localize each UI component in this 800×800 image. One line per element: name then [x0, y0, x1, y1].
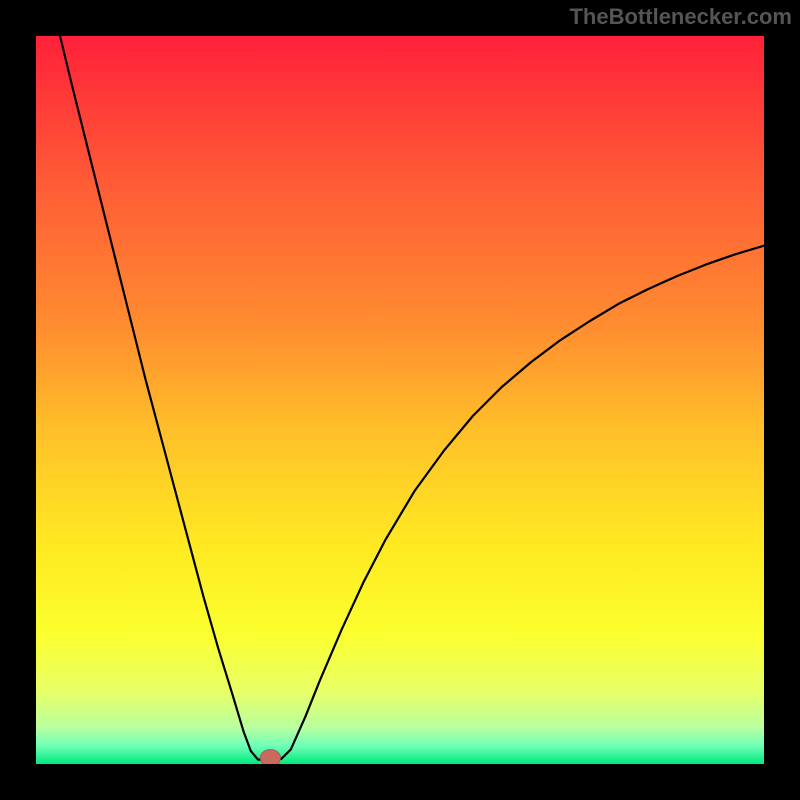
plot-svg	[36, 36, 764, 764]
plot-area	[36, 36, 764, 764]
bottleneck-gradient-background	[36, 36, 764, 764]
watermark-text: TheBottlenecker.com	[569, 4, 792, 30]
optimal-point-marker	[260, 749, 280, 764]
